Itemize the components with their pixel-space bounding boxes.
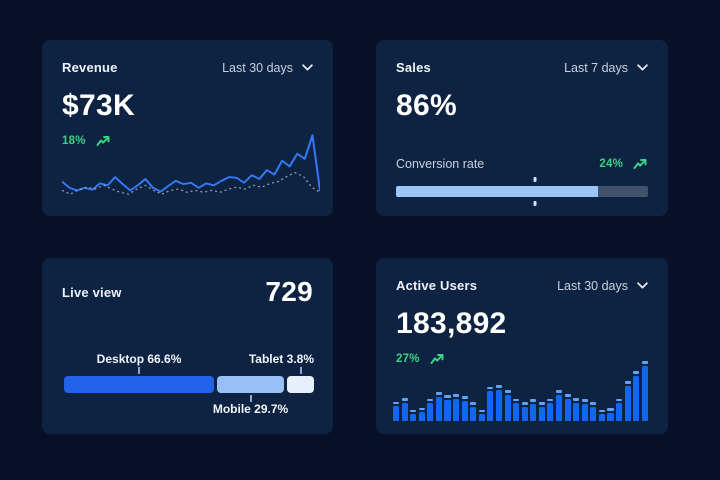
user-bar bbox=[453, 394, 460, 421]
active-users-card: Active Users Last 30 days 183,892 27% bbox=[376, 258, 668, 434]
user-bar bbox=[401, 398, 408, 421]
previous-period-line bbox=[62, 171, 320, 195]
user-bar bbox=[581, 399, 588, 421]
desktop-label: Desktop 66.6% bbox=[96, 352, 182, 366]
user-bar bbox=[418, 407, 425, 421]
active-users-range-label: Last 30 days bbox=[557, 278, 628, 293]
chevron-down-icon bbox=[637, 64, 648, 71]
user-bar bbox=[461, 396, 468, 421]
revenue-delta-row: 18% bbox=[62, 135, 313, 147]
revenue-line-chart bbox=[62, 131, 320, 197]
conversion-label: Conversion rate bbox=[396, 157, 485, 171]
desktop-tick bbox=[138, 367, 141, 374]
user-bar bbox=[624, 381, 631, 421]
conversion-delta: 24% bbox=[599, 158, 623, 170]
user-bar bbox=[435, 392, 442, 421]
user-bar bbox=[573, 398, 580, 421]
mobile-label: Mobile 29.7% bbox=[212, 402, 289, 416]
live-view-header: Live view 729 bbox=[62, 278, 313, 306]
revenue-value: $73K bbox=[62, 89, 135, 122]
mobile-segment bbox=[217, 376, 284, 393]
active-users-delta-row: 27% bbox=[396, 353, 648, 365]
progress-marker bbox=[533, 201, 537, 206]
conversion-section: Conversion rate 24% bbox=[396, 157, 648, 206]
sales-range-dropdown[interactable]: Last 7 days bbox=[564, 61, 648, 75]
user-bar bbox=[470, 402, 477, 421]
live-view-title: Live view bbox=[62, 284, 122, 300]
live-view-value: 729 bbox=[265, 276, 313, 307]
progress-fill bbox=[396, 186, 598, 197]
revenue-line bbox=[62, 134, 320, 193]
chevron-down-icon bbox=[637, 282, 648, 289]
user-bar bbox=[564, 394, 571, 421]
user-bar bbox=[633, 371, 640, 421]
trend-up-icon bbox=[430, 354, 444, 364]
revenue-range-label: Last 30 days bbox=[222, 60, 293, 75]
active-users-delta: 27% bbox=[396, 353, 420, 365]
user-bar bbox=[641, 361, 648, 421]
sales-range-label: Last 7 days bbox=[564, 60, 628, 75]
user-bar bbox=[393, 401, 400, 421]
user-bar bbox=[530, 399, 537, 421]
mobile-tick bbox=[249, 395, 252, 402]
active-users-header: Active Users Last 30 days bbox=[396, 278, 648, 293]
user-bar bbox=[538, 402, 545, 421]
trend-up-icon bbox=[633, 159, 647, 169]
device-breakdown-chart: Desktop 66.6% Mobile 29.7% Tablet 3.8% bbox=[64, 352, 314, 422]
sales-card-header: Sales Last 7 days bbox=[396, 60, 648, 75]
user-bar bbox=[495, 385, 503, 421]
sales-card-title: Sales bbox=[396, 60, 431, 75]
chevron-down-icon bbox=[302, 64, 313, 71]
device-stacked-bar bbox=[64, 376, 314, 393]
user-bar bbox=[521, 402, 528, 421]
conversion-delta-row: 24% bbox=[599, 158, 648, 170]
user-bar bbox=[607, 408, 614, 421]
revenue-card: Revenue Last 30 days $73K 18% bbox=[42, 40, 333, 216]
user-bar bbox=[487, 386, 494, 421]
conversion-header: Conversion rate 24% bbox=[396, 157, 648, 171]
active-users-range-dropdown[interactable]: Last 30 days bbox=[557, 279, 648, 293]
desktop-segment bbox=[64, 376, 215, 393]
user-bar bbox=[547, 398, 554, 421]
progress-marker bbox=[533, 177, 537, 182]
tablet-label: Tablet 3.8% bbox=[248, 352, 314, 366]
user-bar bbox=[598, 409, 605, 421]
live-view-card: Live view 729 Desktop 66.6% Mobile 29.7% T… bbox=[42, 258, 333, 434]
user-bar bbox=[616, 398, 623, 421]
revenue-card-header: Revenue Last 30 days bbox=[62, 60, 313, 75]
revenue-delta: 18% bbox=[62, 135, 86, 147]
user-bar bbox=[555, 390, 563, 421]
user-bar bbox=[444, 395, 451, 421]
revenue-range-dropdown[interactable]: Last 30 days bbox=[222, 61, 313, 75]
trend-up-icon bbox=[96, 136, 110, 146]
active-users-bar-chart bbox=[393, 359, 648, 421]
active-users-title: Active Users bbox=[396, 278, 478, 293]
tablet-tick bbox=[299, 367, 302, 374]
user-bar bbox=[513, 398, 520, 421]
sales-value: 86% bbox=[396, 89, 457, 122]
revenue-card-title: Revenue bbox=[62, 60, 118, 75]
active-users-value: 183,892 bbox=[396, 307, 507, 340]
tablet-segment bbox=[287, 376, 314, 393]
user-bar bbox=[504, 390, 511, 421]
conversion-progress-bar bbox=[396, 177, 648, 206]
user-bar bbox=[427, 398, 434, 421]
user-bar bbox=[590, 402, 597, 421]
sales-card: Sales Last 7 days 86% Conversion rate 24… bbox=[376, 40, 668, 216]
user-bar bbox=[410, 409, 417, 421]
user-bar bbox=[478, 409, 485, 421]
